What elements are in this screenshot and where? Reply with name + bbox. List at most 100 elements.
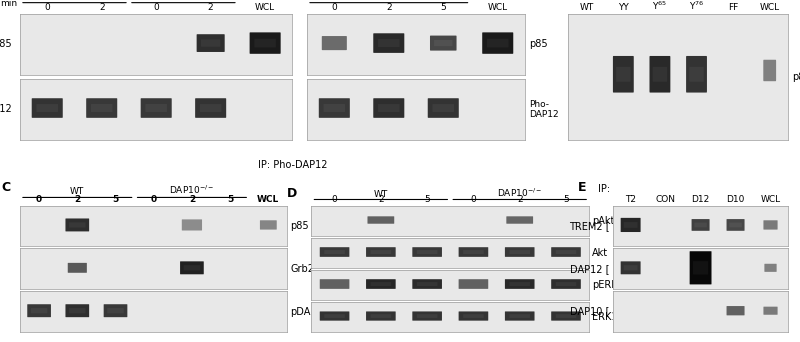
Text: ERK1/2: ERK1/2 — [592, 312, 627, 321]
Text: Con Ab: Con Ab — [58, 0, 90, 1]
FancyBboxPatch shape — [505, 279, 534, 289]
FancyBboxPatch shape — [378, 39, 399, 47]
FancyBboxPatch shape — [621, 261, 641, 274]
FancyBboxPatch shape — [32, 98, 62, 118]
FancyBboxPatch shape — [556, 282, 576, 286]
Text: IP: Pho-DAP12: IP: Pho-DAP12 — [258, 159, 327, 170]
FancyBboxPatch shape — [200, 104, 222, 112]
FancyBboxPatch shape — [320, 279, 350, 289]
FancyBboxPatch shape — [324, 314, 345, 318]
Text: DAP12 [: DAP12 [ — [570, 264, 610, 274]
FancyBboxPatch shape — [180, 261, 204, 274]
FancyBboxPatch shape — [197, 34, 225, 52]
FancyBboxPatch shape — [37, 104, 58, 112]
FancyBboxPatch shape — [463, 314, 484, 318]
FancyBboxPatch shape — [31, 308, 47, 313]
Text: D: D — [286, 187, 297, 200]
FancyBboxPatch shape — [324, 250, 345, 254]
Text: TREM2 [: TREM2 [ — [569, 221, 610, 231]
FancyBboxPatch shape — [91, 104, 113, 112]
FancyBboxPatch shape — [510, 314, 530, 318]
FancyBboxPatch shape — [650, 56, 670, 93]
FancyBboxPatch shape — [691, 219, 710, 231]
FancyBboxPatch shape — [146, 104, 167, 112]
FancyBboxPatch shape — [556, 250, 576, 254]
FancyBboxPatch shape — [686, 56, 707, 93]
FancyBboxPatch shape — [374, 33, 404, 53]
FancyBboxPatch shape — [69, 222, 86, 227]
FancyBboxPatch shape — [726, 306, 745, 315]
Text: Akt: Akt — [592, 248, 608, 258]
FancyBboxPatch shape — [487, 39, 509, 48]
FancyBboxPatch shape — [482, 32, 514, 54]
FancyBboxPatch shape — [374, 98, 404, 118]
Text: IP:: IP: — [598, 184, 610, 194]
FancyBboxPatch shape — [463, 250, 484, 254]
FancyBboxPatch shape — [366, 279, 396, 289]
FancyBboxPatch shape — [412, 247, 442, 257]
FancyBboxPatch shape — [141, 98, 172, 118]
FancyBboxPatch shape — [694, 223, 707, 227]
FancyBboxPatch shape — [107, 308, 124, 313]
Text: min: min — [0, 0, 18, 8]
Text: T2 Ab: T2 Ab — [170, 0, 196, 1]
FancyBboxPatch shape — [412, 312, 442, 321]
FancyBboxPatch shape — [320, 312, 350, 321]
FancyBboxPatch shape — [366, 247, 396, 257]
FancyBboxPatch shape — [764, 264, 777, 272]
Text: C: C — [2, 181, 10, 194]
FancyBboxPatch shape — [505, 247, 534, 257]
FancyBboxPatch shape — [730, 223, 742, 227]
Text: pAkt: pAkt — [592, 215, 614, 226]
FancyBboxPatch shape — [104, 304, 127, 317]
FancyBboxPatch shape — [556, 314, 576, 318]
FancyBboxPatch shape — [66, 219, 89, 232]
Text: Pho-
DAP12: Pho- DAP12 — [530, 100, 559, 119]
FancyBboxPatch shape — [506, 216, 533, 224]
Text: E: E — [578, 181, 586, 194]
FancyBboxPatch shape — [763, 220, 778, 229]
FancyBboxPatch shape — [616, 67, 630, 82]
Text: pDAP12: pDAP12 — [290, 306, 329, 316]
FancyBboxPatch shape — [621, 218, 641, 232]
FancyBboxPatch shape — [378, 104, 399, 112]
FancyBboxPatch shape — [250, 32, 281, 54]
Text: DAP10$^{-/-}$: DAP10$^{-/-}$ — [170, 184, 214, 196]
Text: p85: p85 — [0, 39, 12, 49]
FancyBboxPatch shape — [430, 36, 457, 51]
FancyBboxPatch shape — [428, 98, 458, 118]
FancyBboxPatch shape — [322, 36, 347, 50]
Text: p85: p85 — [290, 221, 309, 231]
FancyBboxPatch shape — [201, 39, 220, 47]
Text: p85: p85 — [530, 39, 548, 49]
FancyBboxPatch shape — [66, 304, 89, 317]
FancyBboxPatch shape — [370, 282, 391, 286]
FancyBboxPatch shape — [27, 304, 51, 317]
Text: WT: WT — [374, 189, 388, 199]
Text: WT: WT — [70, 187, 85, 196]
FancyBboxPatch shape — [510, 282, 530, 286]
FancyBboxPatch shape — [434, 40, 453, 46]
FancyBboxPatch shape — [182, 219, 202, 231]
FancyBboxPatch shape — [763, 60, 776, 81]
FancyBboxPatch shape — [184, 265, 200, 271]
FancyBboxPatch shape — [320, 247, 350, 257]
FancyBboxPatch shape — [458, 247, 488, 257]
Text: DAP10 [: DAP10 [ — [570, 306, 610, 316]
FancyBboxPatch shape — [86, 98, 118, 118]
FancyBboxPatch shape — [693, 261, 708, 275]
FancyBboxPatch shape — [726, 219, 745, 231]
FancyBboxPatch shape — [690, 251, 711, 285]
FancyBboxPatch shape — [367, 216, 394, 224]
FancyBboxPatch shape — [417, 282, 438, 286]
FancyBboxPatch shape — [260, 220, 277, 229]
FancyBboxPatch shape — [370, 250, 391, 254]
FancyBboxPatch shape — [551, 247, 581, 257]
Text: Grb2: Grb2 — [290, 264, 314, 274]
FancyBboxPatch shape — [690, 67, 704, 82]
Text: DAP10$^{-/-}$: DAP10$^{-/-}$ — [497, 186, 542, 199]
Text: p85: p85 — [792, 72, 800, 82]
FancyBboxPatch shape — [417, 314, 438, 318]
FancyBboxPatch shape — [510, 250, 530, 254]
FancyBboxPatch shape — [195, 98, 226, 118]
